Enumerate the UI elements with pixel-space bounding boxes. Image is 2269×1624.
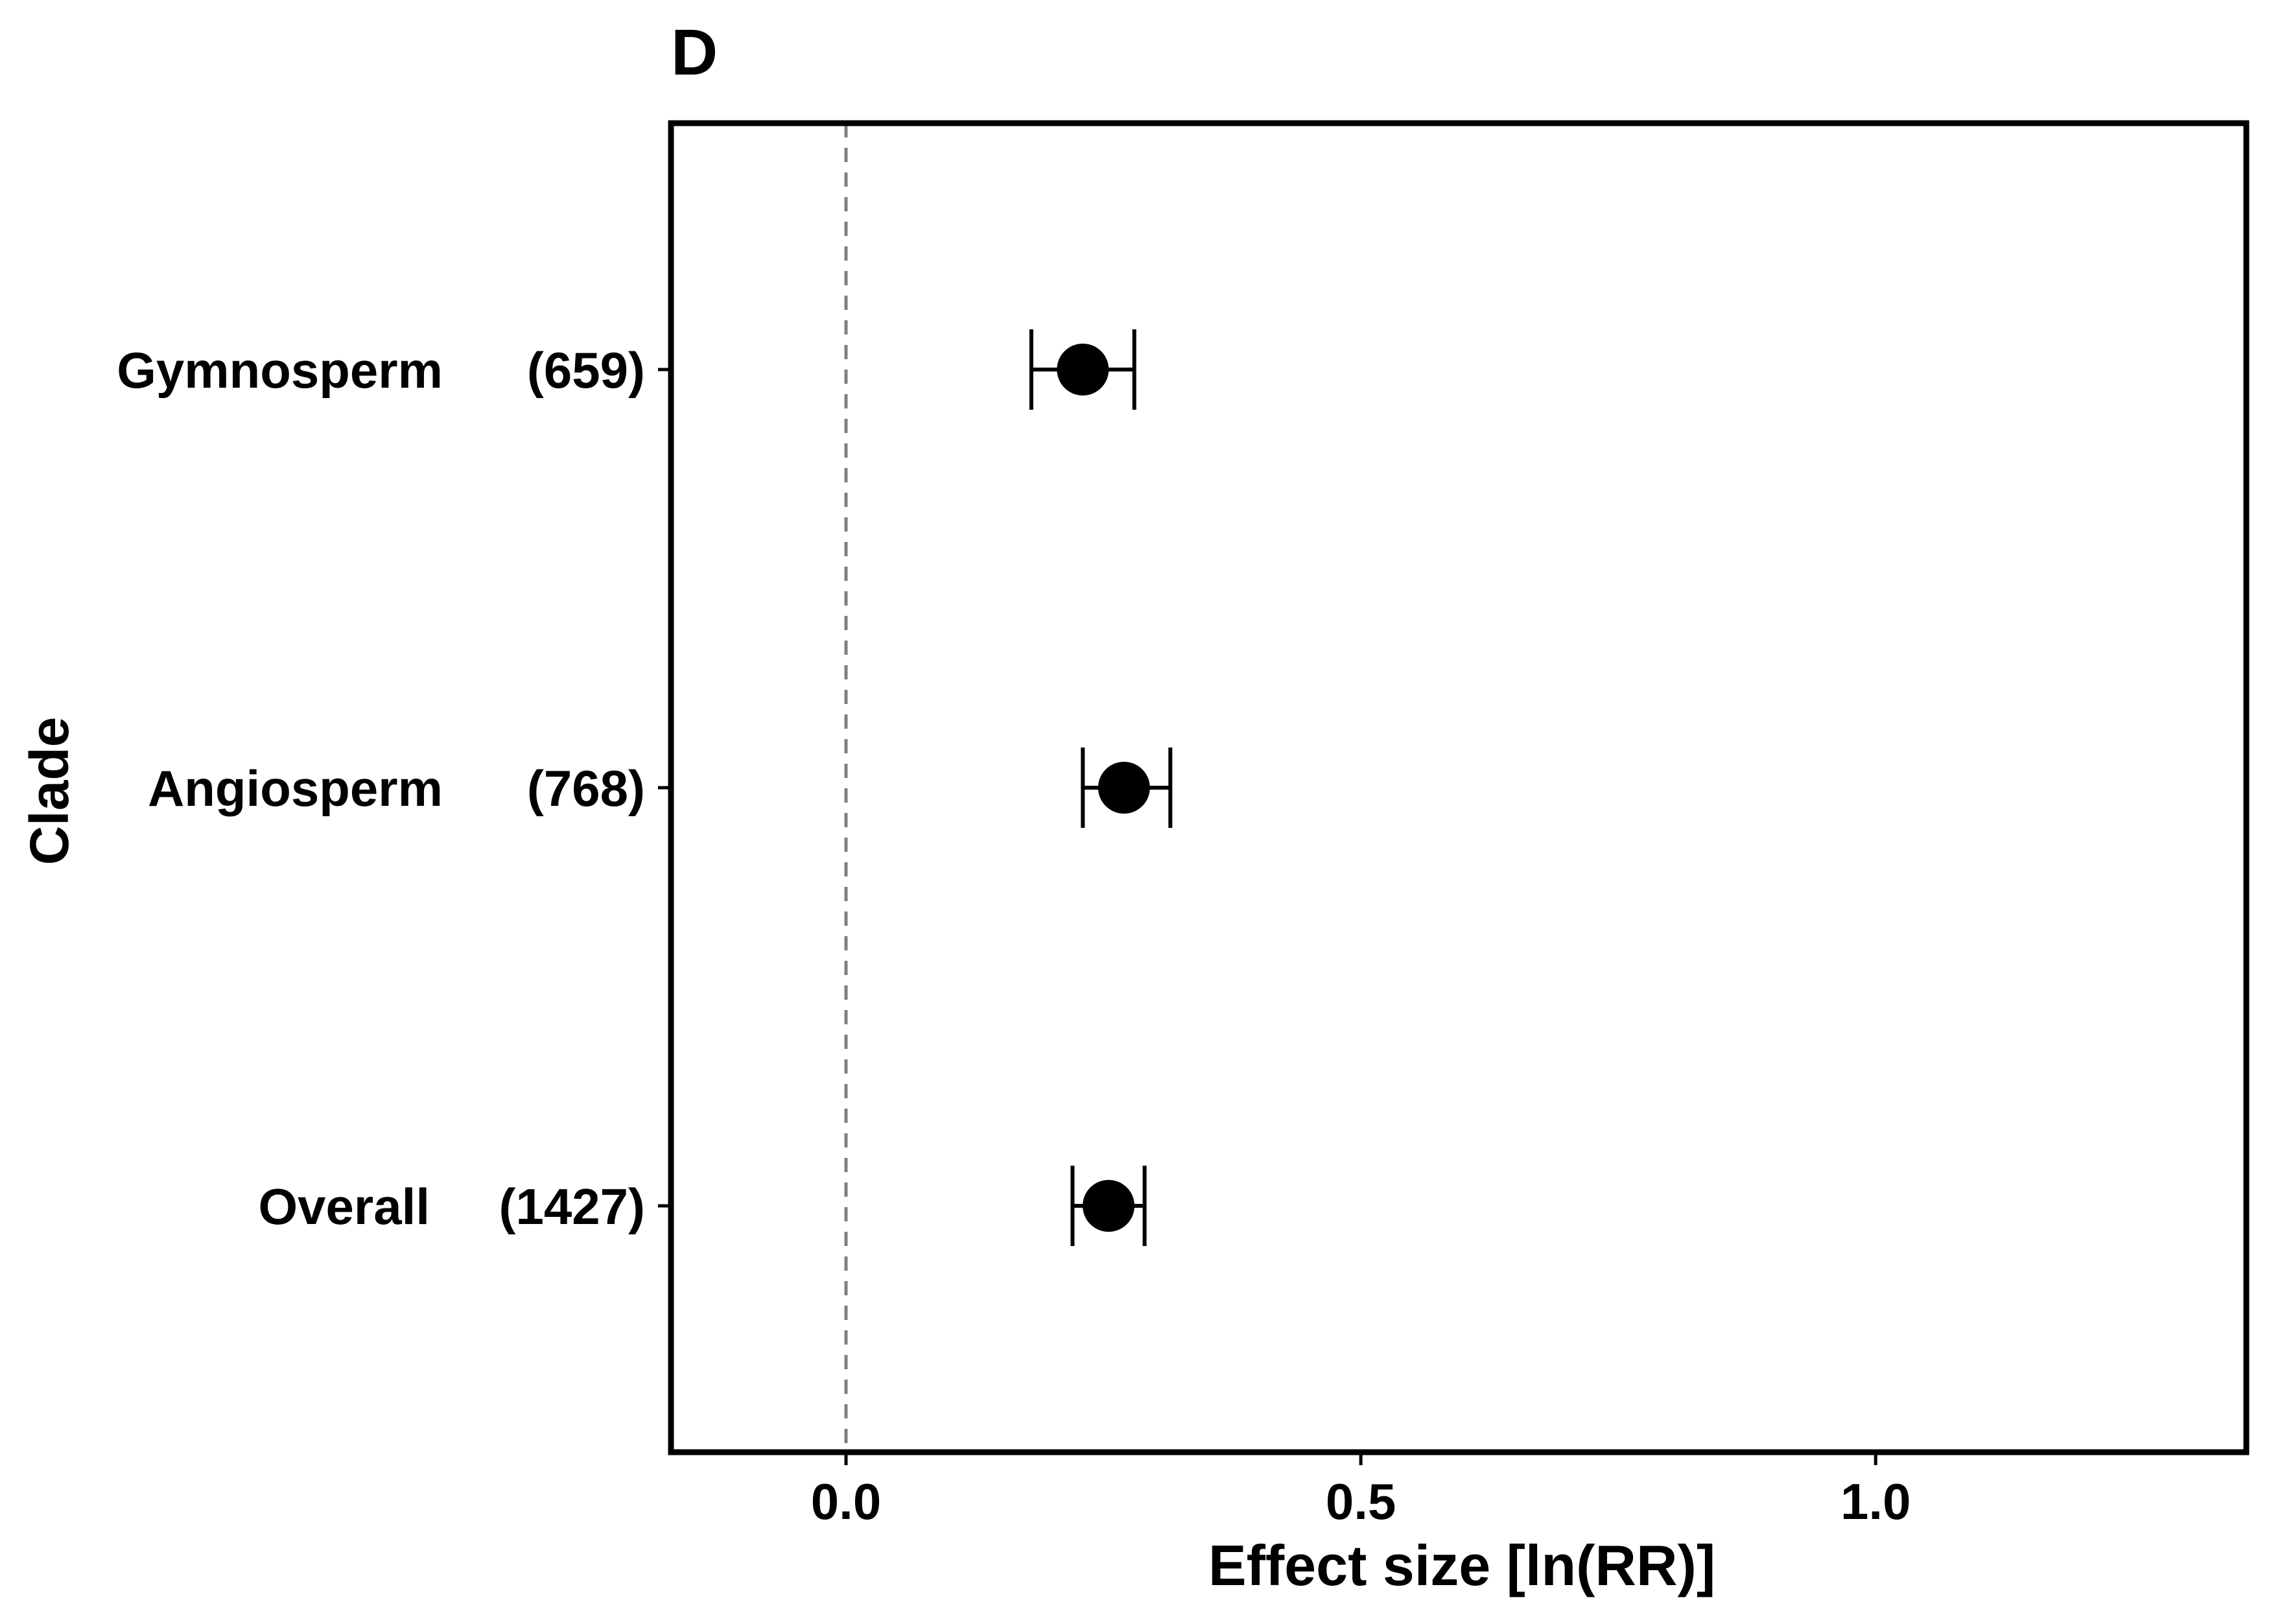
x-tick-label: 0.0 [811,1473,881,1530]
x-axis-title: Effect size [ln(RR)] [1208,1533,1715,1597]
category-label: Gymnosperm [117,342,443,399]
data-point [1057,344,1109,395]
count-label: (1427) [499,1178,645,1235]
y-axis-title: Clade [19,717,80,865]
count-label: (659) [527,342,645,399]
panel-label: D [671,16,718,89]
category-label: Angiosperm [148,760,443,817]
x-tick-label: 0.5 [1326,1473,1396,1530]
plot-frame [668,120,2250,1455]
count-label: (768) [527,760,645,817]
plot-area: 0.0 0.5 1.0 (659) Gymnosperm (768) Angiosperm (… [117,120,2250,1530]
data-point [1083,1180,1134,1232]
x-tick-label: 1.0 [1840,1473,1910,1530]
category-label: Overall [258,1178,430,1235]
data-point [1098,762,1150,814]
